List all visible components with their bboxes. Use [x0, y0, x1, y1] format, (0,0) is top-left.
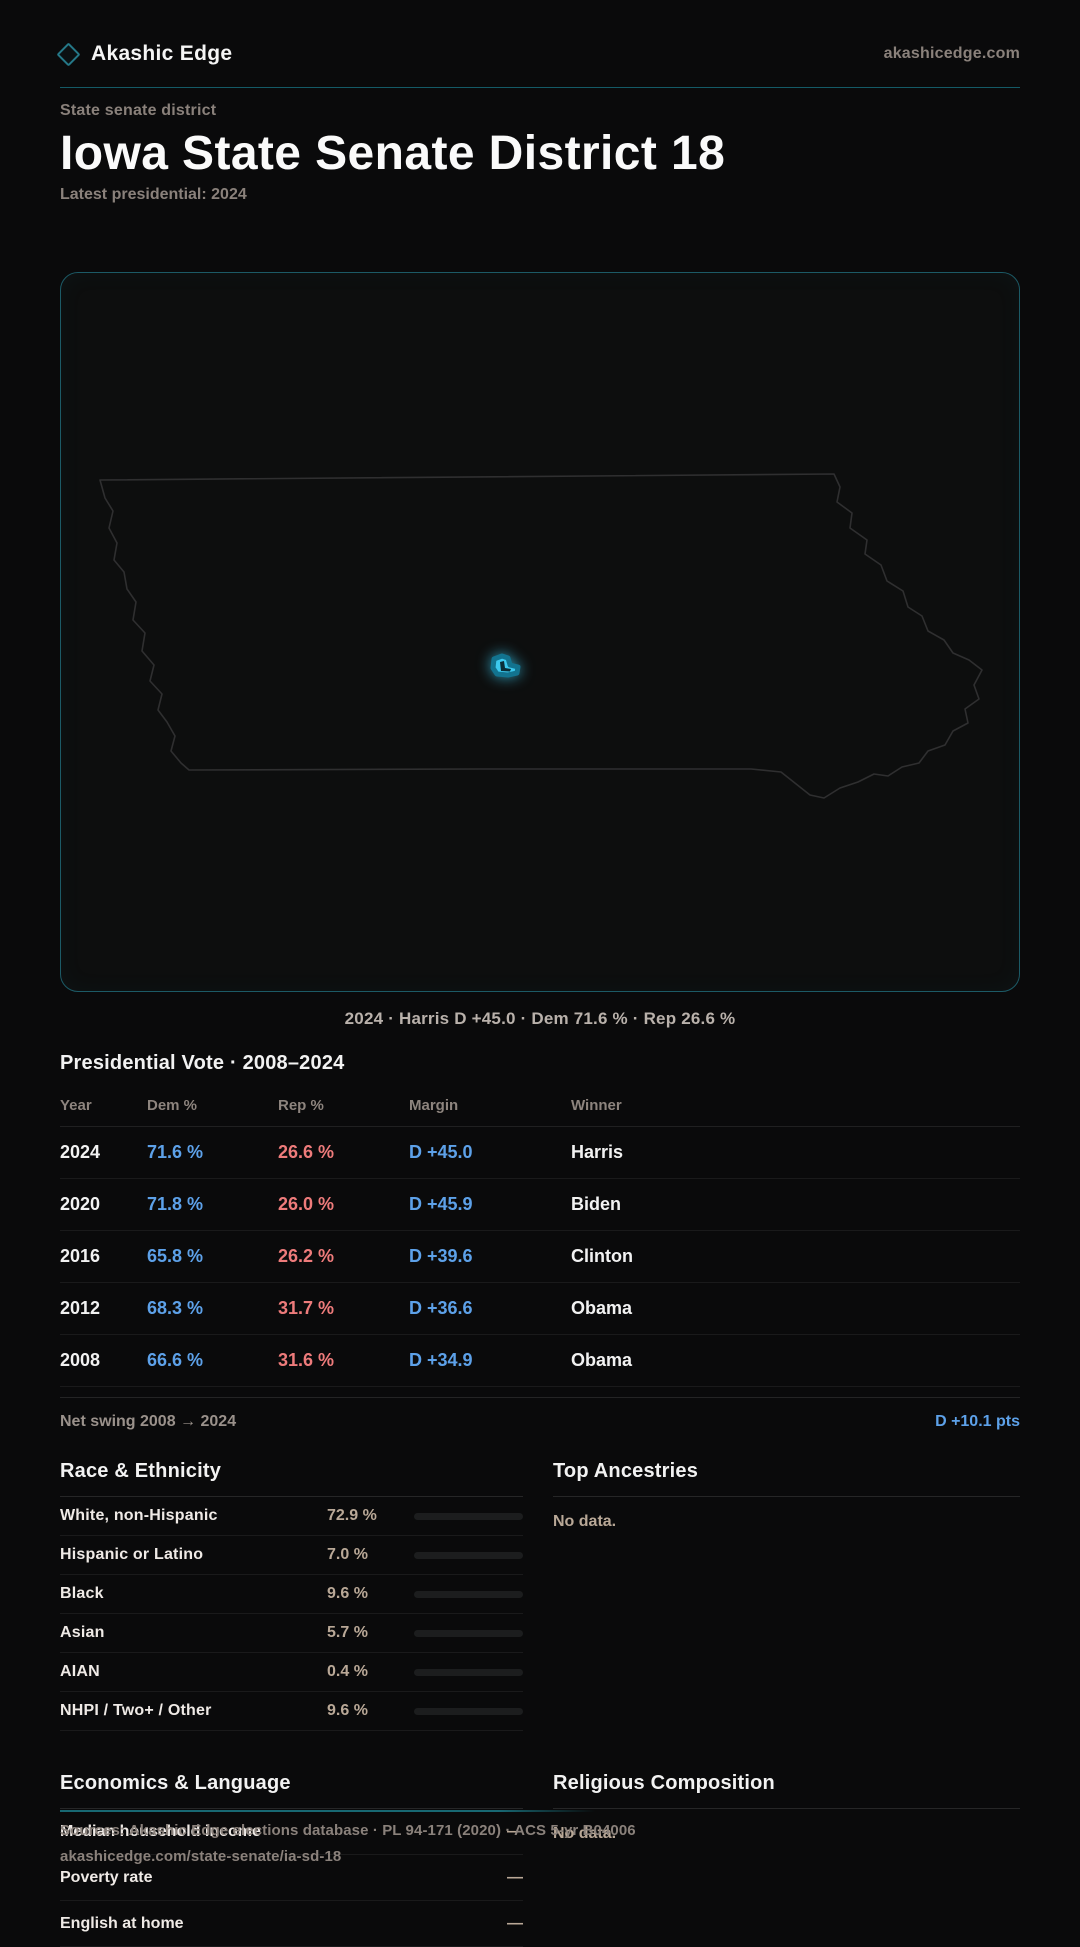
- margin-cell: D +34.9: [409, 1350, 571, 1371]
- rep-cell: 31.7 %: [278, 1298, 409, 1319]
- col-winner: Winner: [571, 1097, 1020, 1114]
- dem-cell: 71.8 %: [147, 1194, 278, 1215]
- list-item: Asian 5.7 %: [60, 1614, 523, 1653]
- page-title: Iowa State Senate District 18: [60, 126, 1020, 182]
- econ-value: —: [507, 1915, 523, 1933]
- list-item: White, non-Hispanic 72.9 %: [60, 1497, 523, 1536]
- year-cell: 2020: [60, 1194, 147, 1215]
- year-cell: 2008: [60, 1350, 147, 1371]
- net-swing-row: Net swing 2008 → 2024 D +10.1 pts: [60, 1397, 1020, 1431]
- dem-cell: 66.6 %: [147, 1350, 278, 1371]
- year-cell: 2016: [60, 1246, 147, 1267]
- winner-cell: Clinton: [571, 1246, 1020, 1267]
- district-map-card: [60, 272, 1020, 992]
- race-bar-track: [414, 1591, 523, 1598]
- race-label: NHPI / Two+ / Other: [60, 1702, 327, 1720]
- brand: Akashic Edge: [60, 42, 232, 66]
- page-subtitle: Latest presidential: 2024: [60, 186, 1020, 204]
- col-margin: Margin: [409, 1097, 571, 1114]
- year-cell: 2024: [60, 1142, 147, 1163]
- ancestries-no-data: No data.: [553, 1513, 1020, 1531]
- table-row: 2008 66.6 % 31.6 % D +34.9 Obama: [60, 1335, 1020, 1387]
- table-row: 2020 71.8 % 26.0 % D +45.9 Biden: [60, 1179, 1020, 1231]
- footer-url-link[interactable]: akashicedge.com/state-senate/ia-sd-18: [60, 1848, 1020, 1865]
- top-ancestries-section: Top Ancestries No data.: [553, 1459, 1020, 1731]
- winner-cell: Biden: [571, 1194, 1020, 1215]
- list-item: NHPI / Two+ / Other 9.6 %: [60, 1692, 523, 1731]
- list-item: English at home —: [60, 1901, 523, 1947]
- race-bar-track: [414, 1708, 523, 1715]
- race-label: Asian: [60, 1624, 327, 1642]
- diamond-logo-icon: [56, 42, 80, 66]
- race-label: AIAN: [60, 1663, 327, 1681]
- ancestries-section-title: Top Ancestries: [553, 1459, 1020, 1497]
- winner-cell: Obama: [571, 1298, 1020, 1319]
- race-value: 9.6 %: [327, 1702, 414, 1720]
- race-bar-track: [414, 1630, 523, 1637]
- col-year: Year: [60, 1097, 147, 1114]
- table-row: 2012 68.3 % 31.7 % D +36.6 Obama: [60, 1283, 1020, 1335]
- district-highlight[interactable]: [493, 656, 518, 675]
- race-value: 0.4 %: [327, 1663, 414, 1681]
- dem-cell: 71.6 %: [147, 1142, 278, 1163]
- net-swing-value: D +10.1 pts: [935, 1413, 1020, 1431]
- brand-name: Akashic Edge: [91, 42, 232, 66]
- iowa-state-outline: [100, 474, 982, 798]
- footer-accent-rule: [60, 1810, 595, 1812]
- vote-table-title: Presidential Vote · 2008–2024: [60, 1051, 1020, 1075]
- econ-value: —: [507, 1823, 523, 1841]
- econ-value: —: [507, 1869, 523, 1887]
- eyebrow-label: State senate district: [60, 102, 1020, 120]
- rep-cell: 26.0 %: [278, 1194, 409, 1215]
- race-ethnicity-section: Race & Ethnicity White, non-Hispanic 72.…: [60, 1459, 523, 1731]
- winner-cell: Obama: [571, 1350, 1020, 1371]
- econ-label: Poverty rate: [60, 1869, 153, 1887]
- list-item: AIAN 0.4 %: [60, 1653, 523, 1692]
- margin-cell: D +45.9: [409, 1194, 571, 1215]
- dem-cell: 65.8 %: [147, 1246, 278, 1267]
- col-dem: Dem %: [147, 1097, 278, 1114]
- race-value: 9.6 %: [327, 1585, 414, 1603]
- presidential-vote-section: Presidential Vote · 2008–2024 Year Dem %…: [60, 1051, 1020, 1431]
- rep-cell: 26.2 %: [278, 1246, 409, 1267]
- header: Akashic Edge akashicedge.com: [60, 0, 1020, 88]
- iowa-district-map: [61, 273, 1019, 991]
- dem-cell: 68.3 %: [147, 1298, 278, 1319]
- race-bar-track: [414, 1552, 523, 1559]
- year-cell: 2012: [60, 1298, 147, 1319]
- demographics-row-1: Race & Ethnicity White, non-Hispanic 72.…: [60, 1459, 1020, 1731]
- site-domain-link[interactable]: akashicedge.com: [884, 45, 1020, 63]
- winner-cell: Harris: [571, 1142, 1020, 1163]
- list-item: Black 9.6 %: [60, 1575, 523, 1614]
- net-swing-label: Net swing 2008 → 2024: [60, 1413, 236, 1431]
- col-rep: Rep %: [278, 1097, 409, 1114]
- race-value: 7.0 %: [327, 1546, 414, 1564]
- list-item: Hispanic or Latino 7.0 %: [60, 1536, 523, 1575]
- race-bar-track: [414, 1669, 523, 1676]
- race-label: White, non-Hispanic: [60, 1507, 327, 1525]
- vote-table-header: Year Dem % Rep % Margin Winner: [60, 1085, 1020, 1127]
- race-label: Black: [60, 1585, 327, 1603]
- table-row: 2016 65.8 % 26.2 % D +39.6 Clinton: [60, 1231, 1020, 1283]
- economics-section-title: Economics & Language: [60, 1771, 523, 1809]
- religion-no-data: No data.: [553, 1825, 1020, 1843]
- rep-cell: 26.6 %: [278, 1142, 409, 1163]
- race-section-title: Race & Ethnicity: [60, 1459, 523, 1497]
- race-value: 5.7 %: [327, 1624, 414, 1642]
- margin-cell: D +39.6: [409, 1246, 571, 1267]
- econ-label: English at home: [60, 1915, 184, 1933]
- religion-section-title: Religious Composition: [553, 1771, 1020, 1809]
- race-bar-track: [414, 1513, 523, 1520]
- margin-cell: D +36.6: [409, 1298, 571, 1319]
- margin-cell: D +45.0: [409, 1142, 571, 1163]
- race-value: 72.9 %: [327, 1507, 414, 1525]
- map-caption: 2024 · Harris D +45.0 · Dem 71.6 % · Rep…: [60, 1009, 1020, 1029]
- econ-label: Median household income: [60, 1823, 261, 1841]
- race-label: Hispanic or Latino: [60, 1546, 327, 1564]
- rep-cell: 31.6 %: [278, 1350, 409, 1371]
- table-row: 2024 71.6 % 26.6 % D +45.0 Harris: [60, 1127, 1020, 1179]
